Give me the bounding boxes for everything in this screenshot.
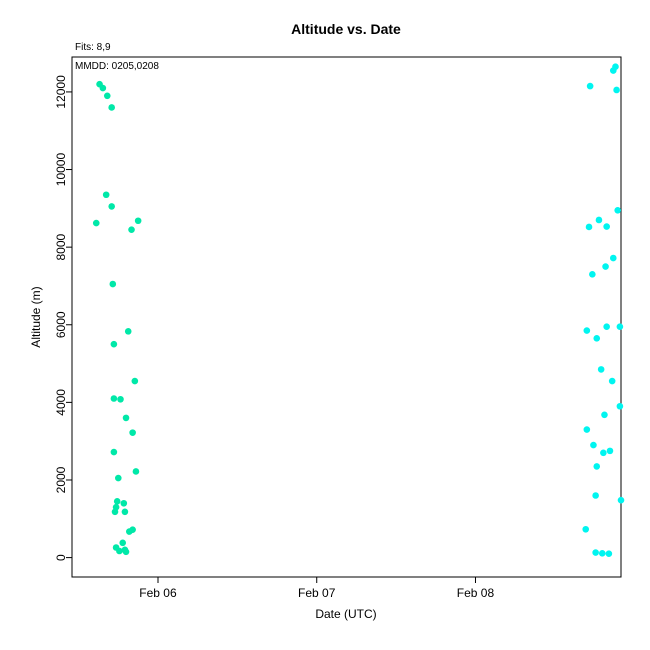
- y-tick-label: 12000: [54, 75, 68, 109]
- data-point: [132, 468, 140, 475]
- data-point: [122, 548, 130, 556]
- data-point: [593, 335, 601, 342]
- scatter-series: [92, 63, 625, 558]
- data-point: [108, 203, 115, 210]
- data-point: [590, 441, 597, 449]
- data-point: [124, 328, 132, 335]
- data-point: [583, 426, 591, 433]
- series-group-1: [92, 80, 142, 556]
- data-point: [131, 377, 139, 385]
- data-point: [111, 508, 119, 516]
- data-point: [598, 550, 606, 557]
- data-point: [603, 323, 610, 331]
- data-point: [117, 395, 124, 403]
- data-point: [110, 340, 118, 348]
- data-point: [99, 84, 107, 92]
- x-tick-label: Feb 08: [457, 586, 495, 600]
- data-point: [122, 414, 130, 422]
- data-point: [617, 496, 625, 504]
- data-point: [92, 219, 100, 227]
- data-point: [597, 366, 605, 373]
- data-point: [116, 547, 123, 555]
- data-point: [110, 448, 118, 456]
- x-tick-label: Feb 06: [139, 586, 177, 600]
- data-point: [120, 499, 128, 507]
- data-point: [605, 550, 613, 558]
- data-point: [582, 525, 590, 533]
- data-point: [586, 82, 594, 90]
- data-point: [115, 474, 122, 482]
- data-point: [126, 528, 133, 535]
- plot-frame: [71, 56, 622, 578]
- data-point: [589, 271, 596, 278]
- y-axis: 0 2000 4000 6000 8000 10000 12000: [54, 75, 72, 561]
- data-point: [612, 63, 619, 71]
- data-point: [113, 498, 121, 505]
- data-point: [592, 492, 599, 499]
- data-point: [119, 539, 127, 547]
- y-axis-label: Altitude (m): [29, 286, 43, 347]
- data-point: [108, 104, 115, 111]
- data-point: [600, 449, 607, 457]
- x-axis-label: Date (UTC): [315, 607, 376, 621]
- data-point: [608, 377, 616, 385]
- data-point: [613, 86, 620, 94]
- data-point: [110, 395, 118, 402]
- data-point: [616, 323, 624, 331]
- data-point: [601, 411, 608, 419]
- data-point: [614, 206, 621, 214]
- y-tick-label: 0: [54, 554, 68, 561]
- data-point: [609, 254, 617, 262]
- mmdd-note: MMDD: 0205,0208: [75, 61, 159, 72]
- y-tick-label: 2000: [54, 466, 68, 493]
- data-point: [593, 463, 601, 470]
- data-point: [585, 223, 593, 231]
- x-axis: Feb 06 Feb 07 Feb 08: [139, 577, 494, 600]
- fits-note: Fits: 8,9: [75, 42, 111, 53]
- data-point: [595, 216, 603, 224]
- data-point: [103, 92, 111, 100]
- x-tick-label: Feb 07: [298, 586, 336, 600]
- data-point: [592, 549, 599, 556]
- data-point: [128, 226, 135, 233]
- y-tick-label: 8000: [54, 233, 68, 260]
- y-tick-label: 6000: [54, 311, 68, 338]
- data-point: [606, 447, 614, 455]
- data-point: [616, 402, 624, 410]
- data-point: [583, 327, 591, 334]
- y-tick-label: 4000: [54, 389, 68, 416]
- data-point: [109, 280, 117, 288]
- data-point: [602, 263, 609, 270]
- data-point: [129, 429, 136, 436]
- data-point: [603, 223, 610, 230]
- chart-title: Altitude vs. Date: [291, 21, 401, 37]
- data-point: [134, 217, 142, 225]
- series-group-2: [582, 63, 625, 558]
- data-point: [102, 191, 110, 199]
- data-point: [121, 508, 129, 516]
- y-tick-label: 10000: [54, 153, 68, 187]
